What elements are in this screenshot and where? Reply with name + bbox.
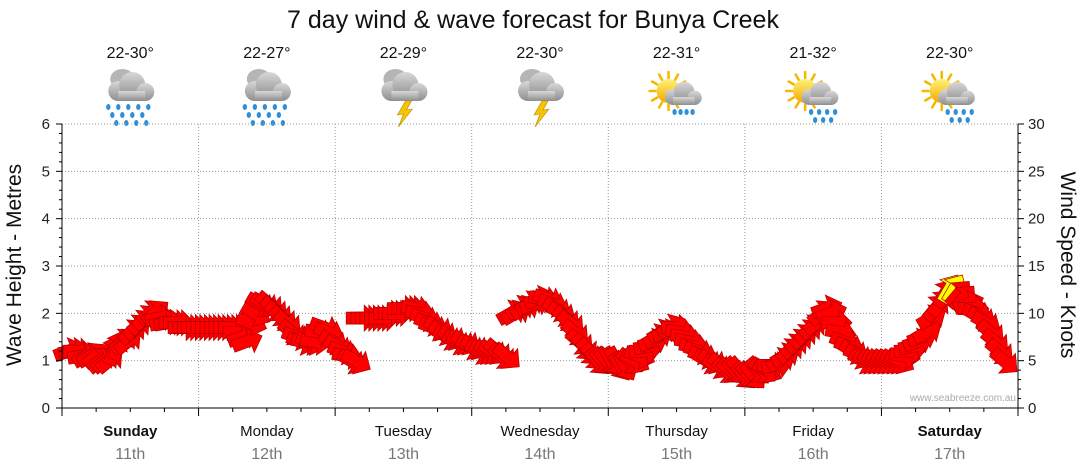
y-axis-left-title: Wave Height - Metres [3, 164, 26, 366]
y-left-tick-label: 6 [42, 116, 50, 133]
weather-icons-row [106, 69, 975, 128]
temperature-label: 22-30° [516, 45, 563, 62]
y-left-tick-label: 0 [42, 400, 50, 417]
y-axis-right-title: Wind Speed - Knots [1056, 172, 1079, 359]
y-left-tick-label: 2 [42, 305, 50, 322]
temperature-label: 22-27° [243, 45, 290, 62]
rain-cloud-icon [242, 69, 291, 126]
plot-axes: 0 1 2 3 4 5 6 0 5 10 15 20 25 30 [42, 116, 1045, 417]
day-name-label: Wednesday [501, 423, 580, 440]
y-right-tick-label: 20 [1028, 211, 1045, 228]
day-name-label: Tuesday [375, 423, 432, 440]
day-date-label: 15th [661, 446, 692, 463]
sun-cloud-rain-icon [784, 70, 839, 123]
day-date-label: 12th [251, 446, 282, 463]
day-labels: Sunday 11th Monday 12th Tuesday 13th Wednesday… [103, 423, 982, 463]
wind-arrow [491, 341, 520, 369]
y-left-tick-label: 1 [42, 353, 50, 370]
temperature-label: 21-32° [789, 45, 836, 62]
wind-arrow [988, 346, 1018, 374]
day-date-label: 17th [934, 446, 965, 463]
y-right-tick-label: 25 [1028, 163, 1045, 180]
y-left-tick-label: 5 [42, 163, 50, 180]
day-date-label: 11th [115, 446, 145, 463]
chart-title: 7 day wind & wave forecast for Bunya Cre… [287, 6, 779, 34]
day-date-label: 16th [798, 446, 829, 463]
y-right-tick-label: 30 [1028, 116, 1045, 133]
temperature-row: 22-30° 22-27° 22-29° 22-30° 22-31° 21-32° 22-3… [107, 45, 974, 62]
y-right-tick-label: 10 [1028, 305, 1045, 322]
sun-cloud-drizzle-icon [648, 70, 702, 115]
day-name-label: Friday [792, 423, 834, 440]
storm-cloud-icon [381, 69, 428, 128]
day-name-label: Thursday [645, 423, 708, 440]
sun-cloud-rain-icon [921, 70, 975, 123]
watermark: www.seabreeze.com.au [909, 393, 1016, 404]
day-date-label: 14th [524, 446, 555, 463]
temperature-label: 22-29° [380, 45, 427, 62]
temperature-label: 22-30° [926, 45, 973, 62]
rain-cloud-icon [106, 69, 155, 126]
wind-arrow [339, 348, 371, 375]
temperature-label: 22-31° [653, 45, 700, 62]
day-name-label: Sunday [103, 423, 158, 440]
y-left-tick-label: 4 [42, 211, 50, 228]
y-right-tick-label: 5 [1028, 353, 1036, 370]
wind-arrows [52, 274, 1018, 389]
day-date-label: 13th [388, 446, 419, 463]
storm-cloud-icon [518, 69, 564, 128]
day-name-label: Monday [240, 423, 294, 440]
day-name-label: Saturday [918, 423, 983, 440]
temperature-label: 22-30° [107, 45, 154, 62]
y-right-tick-label: 15 [1028, 258, 1045, 275]
plot-grid [62, 123, 1018, 408]
y-left-tick-label: 3 [42, 258, 50, 275]
y-right-tick-label: 0 [1028, 400, 1036, 417]
